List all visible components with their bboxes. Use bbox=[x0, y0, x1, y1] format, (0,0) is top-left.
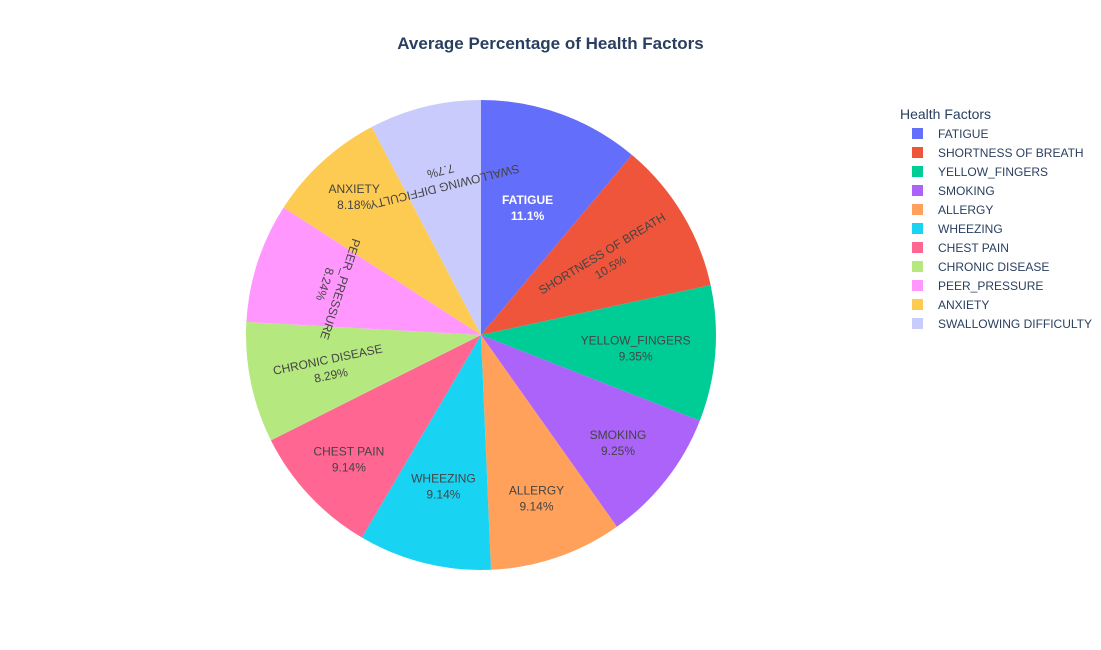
legend-swatch bbox=[912, 128, 923, 139]
legend-item-wheezing[interactable]: WHEEZING bbox=[900, 219, 1101, 238]
pie-slice-wheezing bbox=[361, 335, 491, 571]
legend-swatch bbox=[912, 223, 923, 234]
legend-item-allergy[interactable]: ALLERGY bbox=[900, 200, 1101, 219]
legend-label: WHEEZING bbox=[938, 221, 1003, 236]
pie-slice-smoking bbox=[481, 335, 700, 527]
legend-swatch bbox=[912, 299, 923, 310]
pie-slice-chest-pain bbox=[270, 335, 481, 538]
legend-label: CHEST PAIN bbox=[938, 240, 1009, 255]
legend-label: YELLOW_FINGERS bbox=[938, 164, 1049, 179]
slice-label-name: FATIGUE bbox=[502, 193, 553, 207]
slice-label-name: YELLOW_FINGERS bbox=[581, 333, 691, 347]
slice-label-yellow-fingers: YELLOW_FINGERS 9.35% bbox=[581, 333, 691, 363]
slice-label-chest-pain: CHEST PAIN 9.14% bbox=[313, 445, 384, 475]
slice-label-name: SMOKING bbox=[590, 428, 647, 442]
slice-label-percent: 11.1% bbox=[511, 209, 545, 223]
legend-label: SWALLOWING DIFFICULTY bbox=[938, 316, 1093, 331]
legend-label: ANXIETY bbox=[938, 297, 990, 312]
pie-slice-yellow-fingers bbox=[481, 285, 717, 421]
legend-title: Health Factors bbox=[900, 106, 992, 122]
slice-label-allergy: ALLERGY 9.14% bbox=[509, 483, 564, 513]
pie-slice-swallowing-difficulty bbox=[371, 100, 481, 335]
legend-item-shortness-of-breath[interactable]: SHORTNESS OF BREATH bbox=[900, 143, 1101, 162]
legend-label: CHRONIC DISEASE bbox=[938, 259, 1050, 274]
pie-slice-anxiety bbox=[283, 126, 481, 335]
pie-slice-peer-pressure bbox=[246, 207, 481, 335]
chart-title: Average Percentage of Health Factors bbox=[397, 34, 704, 53]
slice-label-percent: 9.25% bbox=[601, 444, 635, 458]
legend-label: PEER_PRESSURE bbox=[938, 278, 1044, 293]
slice-label-name: WHEEZING bbox=[411, 471, 476, 485]
slice-label-name: ANXIETY bbox=[328, 182, 379, 196]
legend-swatch bbox=[912, 204, 923, 215]
legend-swatch bbox=[912, 280, 923, 291]
slice-label-percent: 7.7% bbox=[425, 161, 455, 181]
legend-swatch bbox=[912, 261, 923, 272]
slice-label-fatigue: FATIGUE 11.1% bbox=[502, 193, 553, 223]
legend: Health Factors FATIGUE SHORTNESS OF BREAT… bbox=[900, 104, 1101, 333]
legend-item-swallowing-difficulty[interactable]: SWALLOWING DIFFICULTY bbox=[900, 314, 1101, 333]
legend-label: SHORTNESS OF BREATH bbox=[938, 145, 1084, 160]
legend-item-chronic-disease[interactable]: CHRONIC DISEASE bbox=[900, 257, 1101, 276]
pie-slice-allergy bbox=[481, 335, 617, 570]
slice-label-percent: 8.18% bbox=[337, 198, 371, 212]
legend-swatch bbox=[912, 242, 923, 253]
slice-label-percent: 8.29% bbox=[313, 365, 349, 386]
slice-label-name: ALLERGY bbox=[509, 483, 564, 497]
pie-slice-shortness-of-breath bbox=[481, 154, 711, 335]
slice-label-percent: 9.14% bbox=[332, 461, 366, 475]
pie-slice-chronic-disease bbox=[246, 321, 481, 441]
legend-swatch bbox=[912, 166, 923, 177]
legend-item-anxiety[interactable]: ANXIETY bbox=[900, 295, 1101, 314]
legend-item-fatigue[interactable]: FATIGUE bbox=[900, 124, 1101, 143]
legend-label: SMOKING bbox=[938, 183, 995, 198]
slice-label-anxiety: ANXIETY 8.18% bbox=[328, 182, 379, 212]
legend-label: ALLERGY bbox=[938, 202, 994, 217]
slice-label-percent: 9.14% bbox=[519, 499, 553, 513]
slice-label-percent: 9.35% bbox=[619, 349, 653, 363]
slice-label-wheezing: WHEEZING 9.14% bbox=[411, 471, 476, 501]
pie-slice-fatigue bbox=[481, 100, 632, 335]
slice-label-name: CHEST PAIN bbox=[313, 445, 384, 459]
legend-item-yellow-fingers[interactable]: YELLOW_FINGERS bbox=[900, 162, 1101, 181]
legend-swatch bbox=[912, 147, 923, 158]
legend-swatch bbox=[912, 185, 923, 196]
slice-label-percent: 9.14% bbox=[426, 487, 460, 501]
legend-swatch bbox=[912, 318, 923, 329]
legend-label: FATIGUE bbox=[938, 126, 989, 141]
legend-item-peer-pressure[interactable]: PEER_PRESSURE bbox=[900, 276, 1101, 295]
legend-item-smoking[interactable]: SMOKING bbox=[900, 181, 1101, 200]
legend-item-chest-pain[interactable]: CHEST PAIN bbox=[900, 238, 1101, 257]
slice-label-smoking: SMOKING 9.25% bbox=[590, 428, 647, 458]
